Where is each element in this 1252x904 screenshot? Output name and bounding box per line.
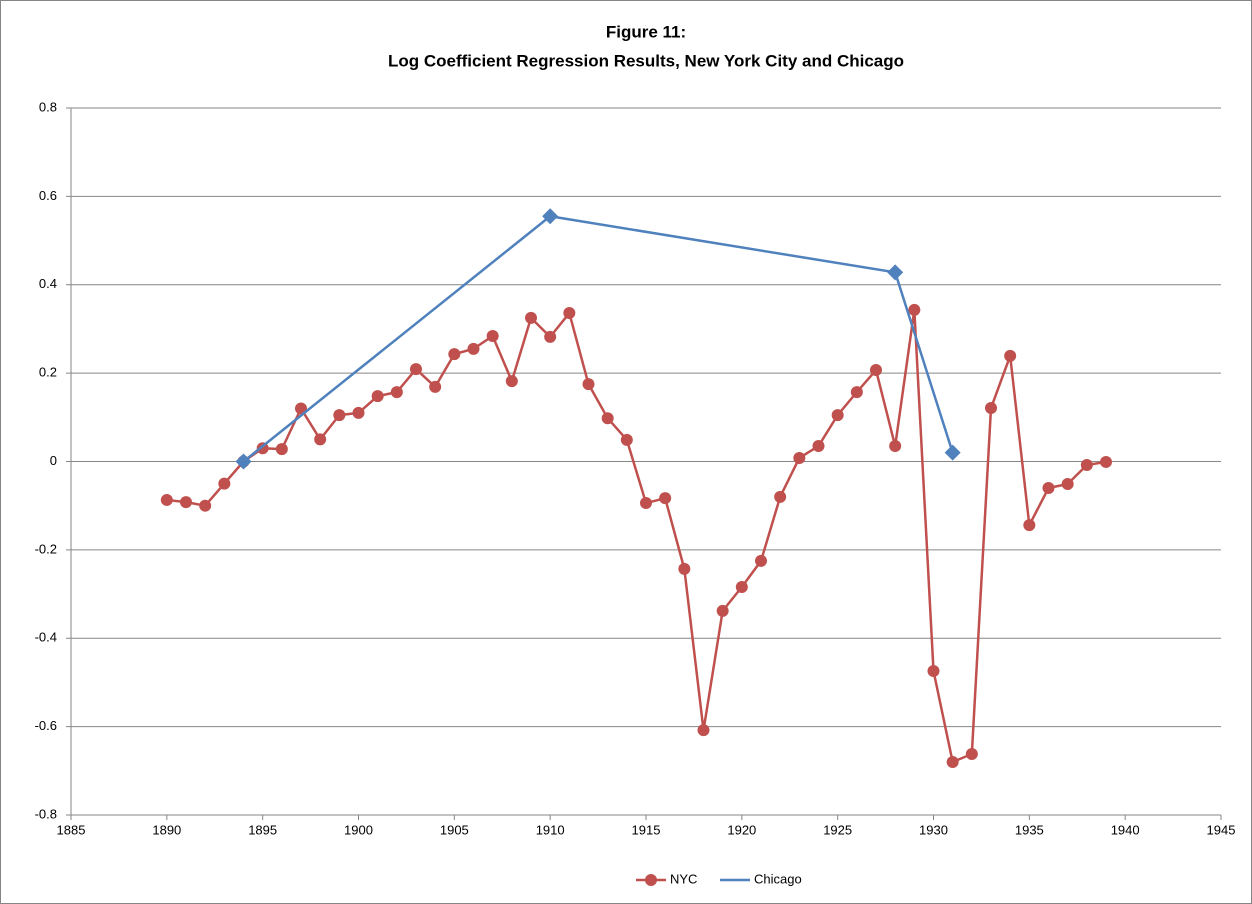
data-point — [542, 208, 559, 225]
data-point — [235, 453, 252, 470]
y-tick-label: -0.8 — [35, 806, 57, 821]
x-tick-label: 1920 — [727, 822, 756, 837]
data-point — [160, 493, 173, 506]
series-line — [242, 215, 954, 463]
data-point — [218, 477, 231, 490]
y-tick-label: -0.6 — [35, 718, 57, 733]
data-point — [944, 444, 961, 461]
chart-title: Figure 11: — [606, 22, 686, 41]
data-point — [563, 307, 576, 320]
data-point — [640, 497, 652, 510]
x-tick-label: 1935 — [1015, 822, 1044, 837]
data-point — [1004, 349, 1017, 362]
data-point — [1080, 459, 1093, 472]
x-tick-label: 1905 — [440, 822, 469, 837]
chart-subtitle: Log Coefficient Regression Results, New … — [388, 51, 904, 70]
data-point — [793, 451, 806, 464]
data-point — [946, 755, 959, 768]
data-point — [850, 386, 863, 399]
legend-marker — [645, 874, 657, 886]
data-point — [697, 724, 710, 737]
data-point — [275, 443, 288, 456]
data-point — [390, 386, 403, 399]
data-point — [505, 375, 518, 388]
y-tick-label: 0.8 — [39, 99, 57, 114]
data-point — [774, 490, 787, 503]
data-point — [1100, 455, 1112, 468]
y-tick-label: 0.6 — [39, 188, 57, 203]
data-point — [314, 433, 327, 446]
data-point — [965, 748, 978, 761]
data-point — [812, 440, 825, 453]
data-point — [870, 364, 882, 377]
y-tick-label: -0.2 — [35, 541, 57, 556]
data-point — [1023, 519, 1036, 532]
data-point — [180, 496, 192, 509]
data-point — [333, 409, 346, 422]
x-tick-label: 1895 — [248, 822, 277, 837]
x-tick-label: 1940 — [1111, 822, 1140, 837]
data-point — [525, 311, 537, 324]
x-tick-label: 1885 — [57, 822, 86, 837]
data-point — [582, 378, 595, 391]
data-point — [735, 580, 748, 593]
data-point — [755, 554, 767, 567]
data-point — [620, 433, 633, 446]
data-point — [295, 402, 307, 415]
data-point — [371, 390, 384, 403]
data-point — [544, 330, 557, 343]
data-point — [199, 499, 212, 512]
y-tick-label: 0 — [50, 453, 57, 468]
y-tick-label: 0.4 — [39, 276, 57, 291]
legend-label: NYC — [670, 871, 697, 886]
data-point — [887, 264, 904, 281]
data-point — [486, 330, 499, 343]
data-point — [601, 412, 614, 425]
x-tick-label: 1925 — [823, 822, 852, 837]
y-tick-label: -0.4 — [35, 630, 57, 645]
data-point — [908, 303, 921, 316]
data-point — [889, 440, 902, 453]
data-point — [410, 363, 422, 376]
data-point — [429, 380, 442, 393]
data-point — [659, 492, 672, 505]
data-point — [678, 562, 691, 575]
data-point — [467, 342, 480, 355]
data-point — [985, 402, 997, 415]
x-tick-label: 1945 — [1207, 822, 1236, 837]
data-point — [1042, 482, 1055, 495]
legend-label: Chicago — [754, 871, 802, 886]
data-point — [1061, 478, 1074, 491]
data-point — [927, 664, 940, 677]
data-point — [716, 604, 729, 617]
x-tick-label: 1910 — [536, 822, 565, 837]
x-tick-label: 1890 — [152, 822, 181, 837]
y-tick-label: 0.2 — [39, 365, 57, 380]
x-tick-label: 1930 — [919, 822, 948, 837]
x-tick-label: 1900 — [344, 822, 373, 837]
data-point — [831, 409, 844, 422]
data-point — [448, 348, 461, 361]
x-tick-label: 1915 — [632, 822, 661, 837]
data-point — [352, 406, 365, 419]
